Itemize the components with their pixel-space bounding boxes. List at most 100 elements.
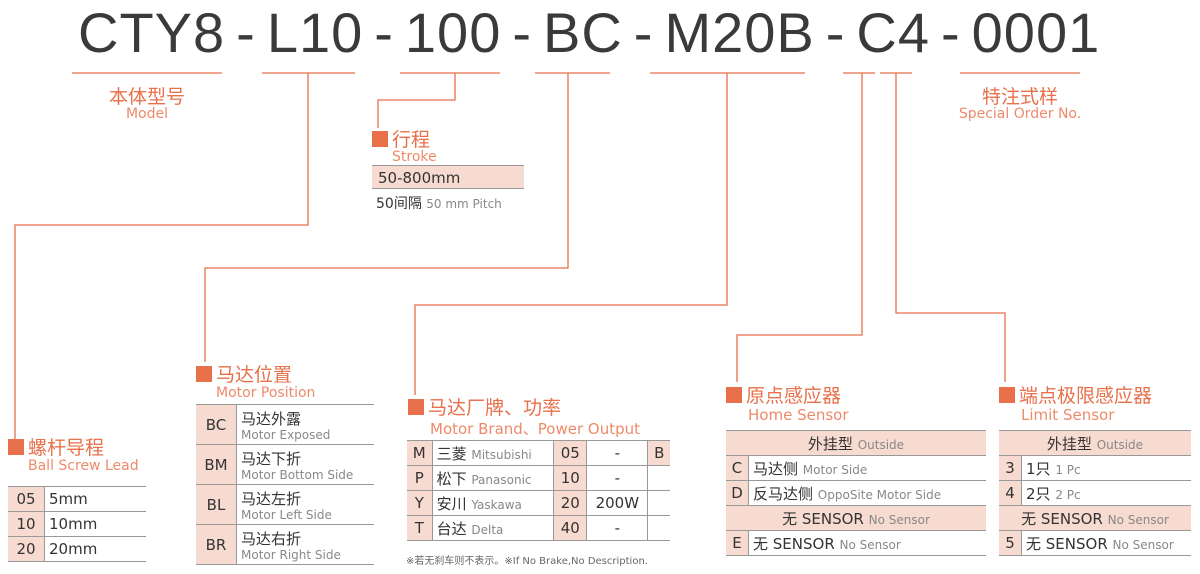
power-code-cell: 10 — [553, 465, 588, 491]
en-cell: Motor Bottom Side — [241, 468, 354, 482]
bullet-icon — [8, 439, 24, 455]
en-cell: OppoSite Motor Side — [817, 487, 942, 502]
lead-zh: 螺杆导程 — [28, 437, 105, 459]
home-heading: 原点感应器 Home Sensor — [726, 381, 848, 424]
bullet-icon — [999, 387, 1015, 403]
value-cell: 20mm — [44, 536, 146, 562]
motor-pos-heading: 马达位置 Motor Position — [196, 360, 315, 401]
en-cell: 2 Pc — [1055, 487, 1081, 502]
code-cell: M — [407, 440, 433, 466]
none-zh: 无 SENSOR — [782, 509, 864, 528]
table-row: 10 10mm — [8, 511, 146, 537]
none-en: No Sensor — [1107, 512, 1169, 527]
zh-cell: 松下 — [436, 469, 467, 488]
code-sep: - — [236, 1, 256, 64]
model-code: CTY8 - L10 - 100 - BC - M20B - C4 - 0001 — [78, 0, 1100, 66]
brand-en: Motor Brand、Power Output — [430, 420, 641, 438]
code-cell: D — [726, 480, 749, 506]
home-zh: 原点感应器 — [746, 385, 842, 407]
outside-zh: 外挂型 — [1046, 434, 1092, 453]
zh-cell: 1只 — [1026, 459, 1051, 478]
motor-pos-zh: 马达位置 — [216, 364, 293, 386]
lead-heading: 螺杆导程 Ball Screw Lead — [8, 433, 139, 474]
code-cell: 5 — [999, 530, 1022, 556]
code-cell: 20 — [8, 536, 45, 562]
power-cell: - — [586, 440, 649, 466]
code-cell: 10 — [8, 511, 45, 537]
bullet-icon — [408, 399, 424, 415]
code-cell: E — [726, 530, 749, 556]
code-part: BC — [543, 1, 623, 64]
stroke-range: 50-800mm — [372, 165, 524, 189]
home-table: 外挂型 Outside C 马达侧 Motor Side D 反马达侧 OppoSi… — [726, 430, 986, 556]
table-row: P 松下 Panasonic 10- — [407, 465, 670, 491]
table-row: 20 20mm — [8, 536, 146, 562]
table-row: 4 2只 2 Pc — [999, 480, 1191, 506]
zh-cell: 马达侧 — [753, 459, 799, 478]
zh-cell: 马达下折 — [241, 450, 302, 468]
value-cell: 10mm — [44, 511, 146, 537]
code-part: C4 — [856, 1, 930, 64]
zh-cell: 马达右折 — [241, 530, 302, 548]
none-zh: 无 SENSOR — [1021, 509, 1103, 528]
code-cell: BC — [196, 404, 237, 445]
lead-table: 05 5mm 10 10mm 20 20mm — [8, 486, 146, 562]
lead-en: Ball Screw Lead — [28, 458, 139, 474]
en-cell: 1 Pc — [1055, 462, 1081, 477]
outside-zh: 外挂型 — [807, 434, 853, 453]
code-sep: - — [941, 1, 961, 64]
en-cell: Panasonic — [471, 472, 532, 487]
brake-cell — [647, 515, 670, 541]
bullet-icon — [372, 131, 388, 147]
limit-zh: 端点极限感应器 — [1019, 385, 1153, 407]
pitch-en: 50 mm Pitch — [426, 197, 502, 211]
code-part: CTY8 — [78, 1, 226, 64]
code-cell: BM — [196, 444, 237, 485]
code-cell: Y — [407, 490, 433, 516]
zh-cell: 无 SENSOR — [753, 534, 835, 553]
motor-pos-en: Motor Position — [216, 385, 316, 401]
outside-en: Outside — [1096, 437, 1144, 452]
code-part: 100 — [404, 1, 502, 64]
code-cell: 4 — [999, 480, 1022, 506]
brand-zh: 马达厂牌、功率 — [428, 397, 562, 419]
stroke-section: 行程 Stroke 50-800mm 50间隔 50 mm Pitch — [372, 125, 524, 213]
stroke-en: Stroke — [392, 149, 437, 165]
en-cell: No Sensor — [839, 537, 901, 552]
code-cell: 3 — [999, 455, 1022, 481]
zh-cell: 三菱 — [436, 444, 467, 463]
code-cell: BR — [196, 524, 237, 565]
stroke-zh: 行程 — [392, 129, 431, 151]
outside-en: Outside — [857, 437, 905, 452]
code-sep: - — [512, 1, 532, 64]
en-cell: Mitsubishi — [471, 447, 532, 462]
code-cell: BL — [196, 484, 237, 525]
code-part: 0001 — [971, 1, 1101, 64]
en-cell: Yaskawa — [471, 497, 522, 512]
table-row: 外挂型 Outside — [726, 430, 986, 456]
zh-cell: 安川 — [436, 494, 467, 513]
zh-cell: 马达外露 — [241, 410, 302, 428]
code-cell: C — [726, 455, 749, 481]
none-en: No Sensor — [868, 512, 930, 527]
table-row: BL 马达左折 Motor Left Side — [196, 484, 374, 525]
limit-heading: 端点极限感应器 Limit Sensor — [999, 381, 1152, 424]
en-cell: Motor Side — [802, 462, 868, 477]
table-row: Y 安川 Yaskawa 20 200W — [407, 490, 670, 516]
limit-en: Limit Sensor — [1021, 406, 1115, 424]
power-cell: - — [586, 515, 649, 541]
bullet-icon — [196, 366, 212, 382]
power-cell: 200W — [586, 490, 649, 516]
zh-cell: 台达 — [436, 519, 467, 538]
code-cell: P — [407, 465, 433, 491]
code-sep: - — [825, 1, 846, 64]
en-cell: Motor Left Side — [241, 508, 332, 522]
table-row: 无 SENSOR No Sensor — [999, 505, 1191, 531]
bullet-icon — [726, 387, 742, 403]
power-code-cell: 40 — [553, 515, 588, 541]
brake-cell — [647, 490, 670, 516]
brand-heading: 马达厂牌、功率 Motor Brand、Power Output — [408, 393, 640, 439]
power-code-cell: 20 — [553, 490, 588, 516]
